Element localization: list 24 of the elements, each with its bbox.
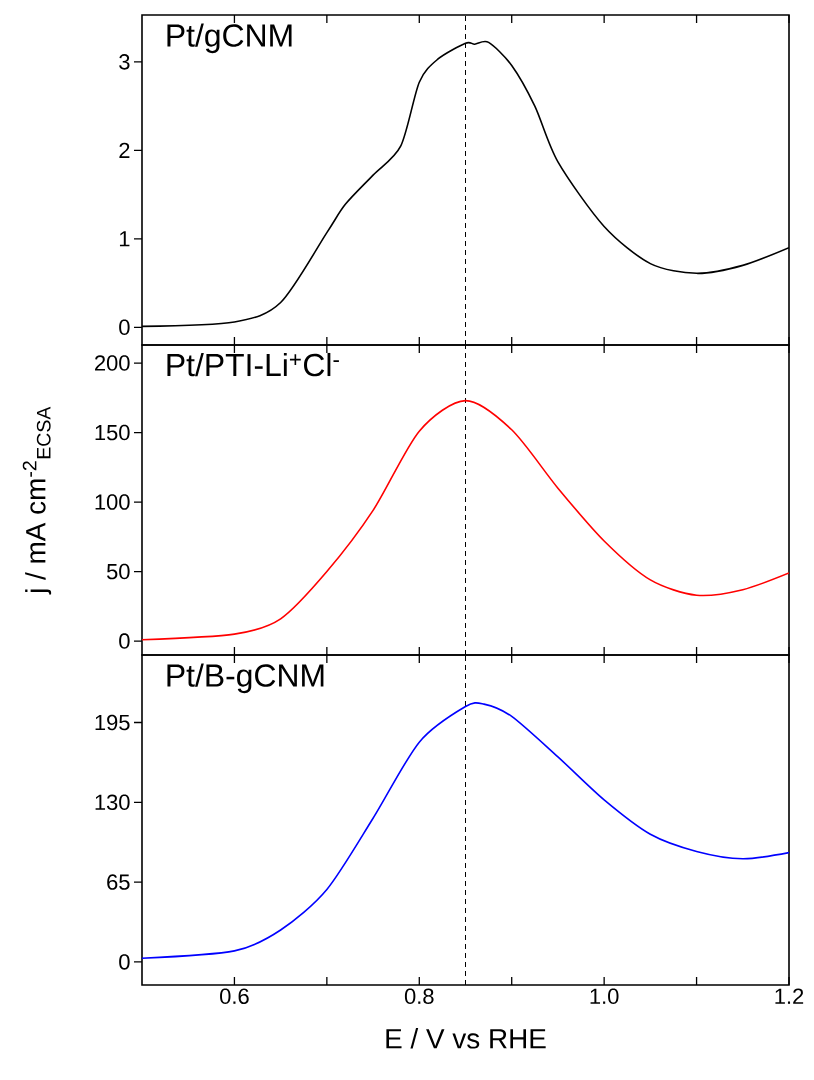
y-tick-label: 200 <box>95 355 130 371</box>
y-tick-label: 65 <box>107 874 130 890</box>
x-tick-label: 1.2 <box>775 988 804 1004</box>
y-tick-label: 0 <box>119 954 130 970</box>
y-tick-label: 3 <box>119 54 130 70</box>
y-tick-label: 2 <box>119 142 130 158</box>
y-axis-title: j / mA cm$^{-2}$ECSA <box>22 406 52 595</box>
y-tick-label: 195 <box>95 714 130 731</box>
line-series <box>142 702 789 960</box>
y-tick-label: 0 <box>119 633 130 649</box>
annotation: Pt/B-gCNM <box>167 663 324 694</box>
x-tick-label: 0.8 <box>404 988 434 1005</box>
y-tick-label: 0 <box>119 319 130 336</box>
annotation: Pt/PTI-Li$^{+}$Cl$^{-}$ <box>167 352 339 377</box>
annotation: Pt/gCNM <box>167 23 292 54</box>
x-tick-label: 1.0 <box>590 988 619 1005</box>
y-tick-label: 50 <box>106 563 130 580</box>
y-tick-label: 1 <box>119 231 130 247</box>
line-series <box>142 399 789 641</box>
y-tick-label: 100 <box>95 494 130 510</box>
x-axis-title: E / V vs RHE <box>386 1028 546 1049</box>
y-tick-label: 130 <box>95 794 130 811</box>
y-tick-label: 150 <box>95 424 130 441</box>
x-tick-label: 0.6 <box>220 988 249 1005</box>
